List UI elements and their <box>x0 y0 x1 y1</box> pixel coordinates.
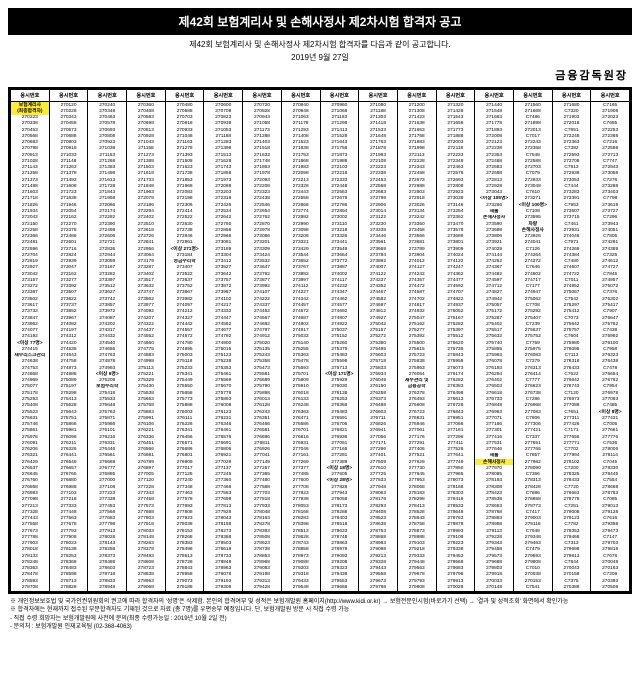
col-header: 응시번호 <box>359 90 398 102</box>
footer-line: ※ 개인정보보호법 및 국가인권위원회의 권고에 따라 합격자의 '성명'은 삭… <box>10 598 630 606</box>
col-header: 응시번호 <box>127 90 166 102</box>
results-table: 응시번호응시번호응시번호응시번호응시번호응시번호응시번호응시번호응시번호응시번호… <box>10 89 630 592</box>
col-header: 응시번호 <box>88 90 127 102</box>
subtitle: 제42회 보험계리사 및 손해사정사 제2차시험 합격자를 다음과 같이 공고합… <box>8 35 632 52</box>
cell: 271320 <box>436 102 475 109</box>
cell: 270240 <box>88 102 127 109</box>
col-header: 응시번호 <box>165 90 204 102</box>
cell: 270720 <box>243 102 282 109</box>
cell: 271680 <box>552 102 591 109</box>
cell: 270388 <box>552 584 591 591</box>
cell: C7165 <box>591 102 630 109</box>
cell: 271200 <box>397 102 436 109</box>
cell: 278828 <box>49 584 88 591</box>
cell: 278948 <box>88 584 127 591</box>
cell: 271080 <box>359 102 398 109</box>
table-body: 보험계리사27012027024027036027048027060027072… <box>11 102 630 592</box>
col-header: 응시번호 <box>436 90 475 102</box>
col-header: 응시번호 <box>591 90 630 102</box>
col-header: 응시번호 <box>552 90 591 102</box>
cell: 271560 <box>513 102 552 109</box>
page-title: 제42회 보험계리사 및 손해사정사 제2차시험 합격자 공고 <box>8 8 632 35</box>
col-header: 응시번호 <box>243 90 282 102</box>
cell: C7541 <box>513 584 552 591</box>
cell: 재무리스크관리 <box>11 353 50 359</box>
col-header: 응시번호 <box>281 90 320 102</box>
cell: 270148 <box>475 584 514 591</box>
cell: 270480 <box>165 102 204 109</box>
cell: 보험계리사 <box>11 102 50 109</box>
table-row: 2787082788282789482790682791882793082794… <box>11 584 630 591</box>
cell: 270508 <box>591 584 630 591</box>
col-header: 응시번호 <box>475 90 514 102</box>
cell: <이상 105명> <box>475 196 514 202</box>
cell: 270600 <box>204 102 243 109</box>
cell: 279548 <box>281 584 320 591</box>
col-header: 응시번호 <box>11 90 50 102</box>
footer-line: - 문의처 : 보험개발원 인재교육팀 (02-368-4063) <box>10 623 630 631</box>
cell: 270840 <box>281 102 320 109</box>
footer-notes: ※ 개인정보보호법 및 국가인권위원회의 권고에 따라 합격자의 '성명'은 삭… <box>8 594 632 632</box>
cell: 279908 <box>397 584 436 591</box>
cell: 278708 <box>11 584 50 591</box>
table-header-row: 응시번호응시번호응시번호응시번호응시번호응시번호응시번호응시번호응시번호응시번호… <box>11 90 630 102</box>
cell: 279068 <box>127 584 166 591</box>
cell: 270360 <box>127 102 166 109</box>
organization: 금융감독원장 <box>8 65 632 87</box>
cell: 279668 <box>320 584 359 591</box>
table-row: 보험계리사27012027024027036027048027060027072… <box>11 102 630 109</box>
cell: 270028 <box>436 584 475 591</box>
col-header: 응시번호 <box>397 90 436 102</box>
cell: 279788 <box>359 584 398 591</box>
cell: 271440 <box>475 102 514 109</box>
col-header: 응시번호 <box>320 90 359 102</box>
cell: <이상 100명> <box>513 202 552 208</box>
col-header: 응시번호 <box>49 90 88 102</box>
results-table-wrap: 응시번호응시번호응시번호응시번호응시번호응시번호응시번호응시번호응시번호응시번호… <box>8 87 632 594</box>
cell: <이상 171명> <box>320 371 359 377</box>
cell: 279308 <box>204 584 243 591</box>
col-header: 응시번호 <box>513 90 552 102</box>
footer-line: ※ 합격자에는 현재까지 접수된 부분합격자도 기재된 것으로 자료 (총 7명… <box>10 606 630 614</box>
cell: 270960 <box>320 102 359 109</box>
col-header: 응시번호 <box>204 90 243 102</box>
cell: 279428 <box>243 584 282 591</box>
cell: 270120 <box>49 102 88 109</box>
date: 2019년 9월 27일 <box>8 52 632 65</box>
cell: 279188 <box>165 584 204 591</box>
cell: <이상 271명> <box>165 246 204 252</box>
footer-line: - 직접 수령 희망자는 보험개발원에 사전에 문의(최종 수령가능일 : 20… <box>10 615 630 623</box>
